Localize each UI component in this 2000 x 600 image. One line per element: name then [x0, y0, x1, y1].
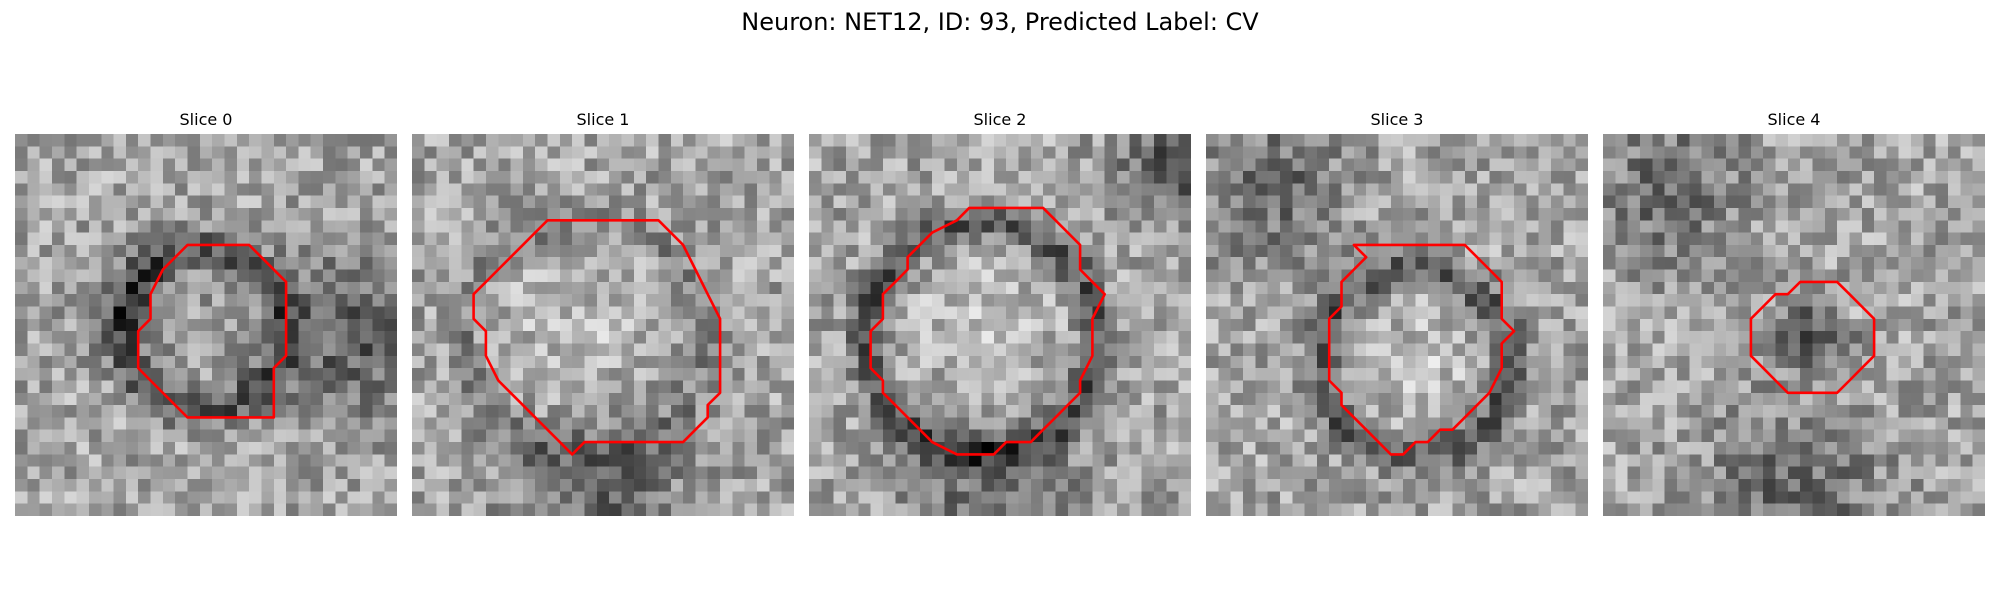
roi-contour-3: [1327, 243, 1516, 456]
slice-panel-4: Slice 4: [1603, 108, 1985, 516]
roi-contour-2: [869, 206, 1107, 456]
slice-image-1: [412, 134, 794, 516]
slice-image-2: [809, 134, 1191, 516]
slice-panel-0: Slice 0: [15, 108, 397, 516]
slice-contour-overlay-4: [1749, 280, 1876, 395]
roi-contour-0: [136, 243, 288, 419]
roi-contour-1: [472, 219, 722, 456]
slice-image-4: [1603, 134, 1985, 516]
slice-title-0: Slice 0: [179, 110, 233, 129]
slice-title-4: Slice 4: [1767, 110, 1821, 129]
figure-title: Neuron: NET12, ID: 93, Predicted Label: …: [741, 8, 1259, 36]
roi-contour-4: [1749, 280, 1876, 395]
slice-image-0: [15, 134, 397, 516]
slice-image-3: [1206, 134, 1588, 516]
slice-panel-1: Slice 1: [412, 108, 794, 516]
slice-title-3: Slice 3: [1370, 110, 1424, 129]
slice-contour-overlay-2: [869, 206, 1107, 456]
slice-contour-overlay-0: [136, 243, 288, 419]
slice-panel-3: Slice 3: [1206, 108, 1588, 516]
slice-panel-2: Slice 2: [809, 108, 1191, 516]
slice-title-1: Slice 1: [576, 110, 630, 129]
slice-contour-overlay-1: [472, 219, 722, 456]
slice-contour-overlay-3: [1327, 243, 1516, 456]
slice-title-2: Slice 2: [973, 110, 1027, 129]
